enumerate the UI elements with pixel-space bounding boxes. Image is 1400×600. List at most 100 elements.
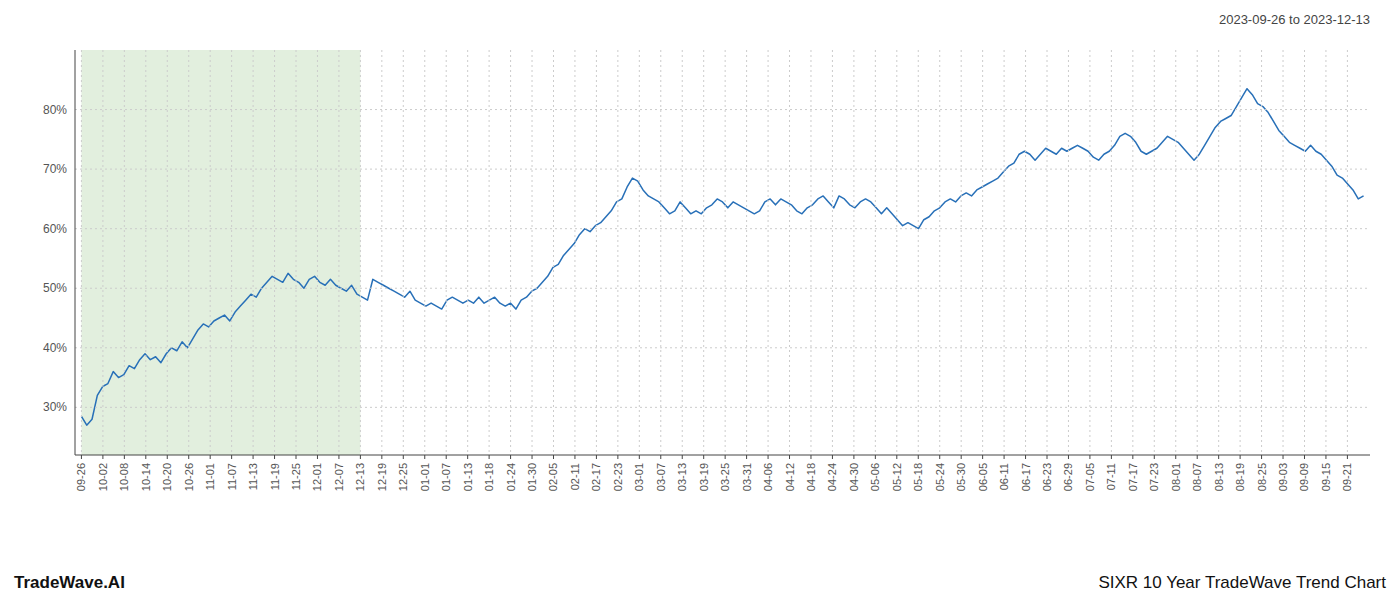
x-tick-label: 01-18 (483, 463, 495, 491)
x-tick (1025, 455, 1026, 459)
x-tick-label: 09-15 (1320, 463, 1332, 491)
x-tick-label: 06-17 (1020, 463, 1032, 491)
y-tick-label: 60% (43, 222, 67, 236)
x-tick (810, 455, 811, 459)
x-grid-line (574, 50, 575, 455)
title: 2023-09-26 to 2023-12-13 (1219, 12, 1370, 27)
x-tick (961, 455, 962, 459)
x-tick (81, 455, 82, 459)
x-grid-line (424, 50, 425, 455)
x-tick (574, 455, 575, 459)
axes: 30%40%50%60%70%80%09-2610-0210-0810-1410… (43, 50, 1370, 491)
x-grid-line (939, 50, 940, 455)
x-tick (725, 455, 726, 459)
x-tick-label: 09-21 (1341, 463, 1353, 491)
x-grid-line (510, 50, 511, 455)
y-tick-label: 80% (43, 103, 67, 117)
x-tick-label: 08-19 (1234, 463, 1246, 491)
x-tick (145, 455, 146, 459)
x-tick (1197, 455, 1198, 459)
x-grid-line (553, 50, 554, 455)
x-tick-label: 11-07 (226, 463, 238, 490)
x-tick-label: 12-01 (311, 463, 323, 491)
x-tick-label: 09-03 (1277, 463, 1289, 491)
x-tick-label: 03-19 (698, 463, 710, 491)
x-tick-label: 06-23 (1041, 463, 1053, 491)
x-tick-label: 06-11 (998, 463, 1010, 490)
x-tick-label: 11-25 (290, 463, 302, 490)
x-grid-line (1175, 50, 1176, 455)
x-tick-label: 07-11 (1105, 463, 1117, 490)
x-tick (532, 455, 533, 459)
x-tick-label: 03-07 (655, 463, 667, 491)
x-grid-line (746, 50, 747, 455)
x-grid-line (703, 50, 704, 455)
x-grid-line (1218, 50, 1219, 455)
x-tick-label: 08-13 (1213, 463, 1225, 491)
y-tick-label: 70% (43, 162, 67, 176)
footer-left: TradeWave.AI (14, 573, 125, 592)
x-tick (381, 455, 382, 459)
x-tick (446, 455, 447, 459)
x-grid-line (617, 50, 618, 455)
x-tick (939, 455, 940, 459)
x-tick-label: 03-01 (633, 463, 645, 491)
y-axis-line (75, 50, 76, 455)
x-tick-label: 07-23 (1148, 463, 1160, 491)
x-tick-label: 02-17 (590, 463, 602, 491)
x-grid-line (253, 50, 254, 455)
x-grid-line (1132, 50, 1133, 455)
x-tick (510, 455, 511, 459)
x-grid-line (489, 50, 490, 455)
x-grid-line (789, 50, 790, 455)
grid (75, 50, 1370, 455)
x-tick (1132, 455, 1133, 459)
x-tick-label: 07-05 (1084, 463, 1096, 491)
x-grid-line (296, 50, 297, 455)
x-tick (875, 455, 876, 459)
x-grid-line (145, 50, 146, 455)
y-grid-line (75, 228, 1370, 229)
x-tick-label: 10-08 (118, 463, 130, 491)
x-grid-line (1047, 50, 1048, 455)
plot-area (81, 50, 1363, 455)
x-tick-label: 04-12 (784, 463, 796, 491)
x-tick (1283, 455, 1284, 459)
x-tick (789, 455, 790, 459)
chart: 30%40%50%60%70%80%09-2610-0210-0810-1410… (0, 0, 1400, 600)
x-tick-label: 05-24 (934, 463, 946, 491)
x-tick-label: 07-17 (1127, 463, 1139, 491)
y-tick-label: 30% (43, 400, 67, 414)
x-grid-line (1154, 50, 1155, 455)
x-grid-line (1304, 50, 1305, 455)
y-grid-line (75, 347, 1370, 348)
x-grid-line (210, 50, 211, 455)
x-tick (1047, 455, 1048, 459)
x-tick-label: 12-13 (354, 463, 366, 491)
x-grid-line (982, 50, 983, 455)
x-tick (703, 455, 704, 459)
x-tick (832, 455, 833, 459)
y-grid-line (75, 109, 1370, 110)
x-tick (1261, 455, 1262, 459)
x-tick-label: 01-24 (505, 463, 517, 491)
x-grid-line (1089, 50, 1090, 455)
x-grid-line (596, 50, 597, 455)
x-tick-label: 04-18 (805, 463, 817, 491)
x-tick-label: 01-01 (419, 463, 431, 491)
x-tick-label: 03-25 (719, 463, 731, 491)
x-tick-label: 06-29 (1062, 463, 1074, 491)
x-grid-line (896, 50, 897, 455)
x-tick-label: 05-30 (955, 463, 967, 491)
x-tick-label: 12-19 (376, 463, 388, 491)
x-grid-line (768, 50, 769, 455)
x-grid-line (639, 50, 640, 455)
x-tick-label: 02-05 (547, 463, 559, 491)
x-grid-line (532, 50, 533, 455)
x-tick (639, 455, 640, 459)
x-tick (231, 455, 232, 459)
x-tick-label: 10-14 (140, 463, 152, 491)
x-tick-label: 11-01 (204, 463, 216, 490)
x-tick (768, 455, 769, 459)
x-tick-label: 08-07 (1191, 463, 1203, 491)
